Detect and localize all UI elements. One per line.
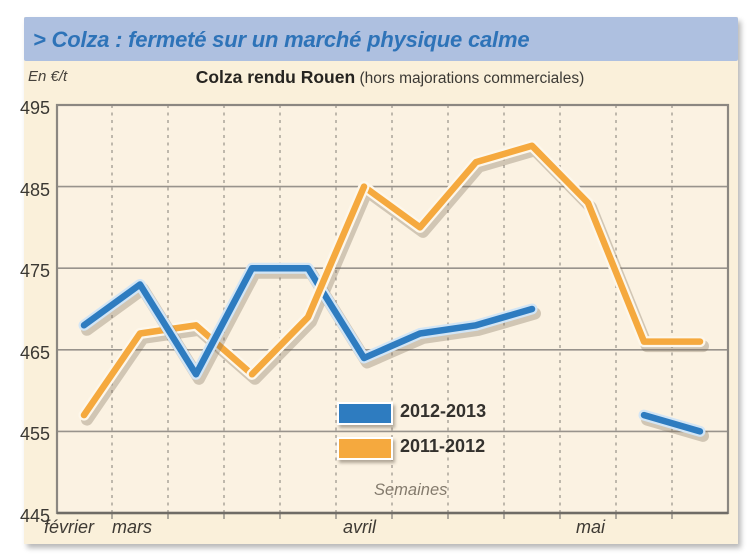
x-axis-month-label: mai: [576, 517, 606, 537]
article-header-bar: [24, 17, 738, 61]
x-axis-title: Semaines: [374, 481, 448, 499]
x-axis-month-label: mars: [112, 517, 152, 537]
y-axis-tick-label: 455: [19, 424, 50, 445]
article-title: > Colza : fermeté sur un marché physique…: [33, 27, 530, 52]
series-2011-2012-line: [80, 142, 704, 419]
series-2012-2013-line: [80, 264, 536, 378]
x-axis-month-label: avril: [343, 517, 377, 537]
y-axis-tick-label: 485: [19, 179, 50, 200]
chart-title-note: (hors majorations commerciales): [355, 70, 585, 87]
y-axis-tick-label: 475: [19, 261, 50, 282]
y-axis-tick-label: 495: [19, 98, 50, 118]
y-axis-tick-label: 465: [19, 342, 50, 363]
x-axis-month-label: février: [44, 517, 95, 537]
legend-swatch-2012-2013: [337, 402, 393, 425]
legend-swatch-2011-2012: [337, 437, 393, 460]
legend-label-2011-2012: 2011-2012: [400, 436, 486, 456]
legend-label-2012-2013: 2012-2013: [400, 401, 487, 421]
series-2012-2013-line: [640, 411, 704, 435]
series-2011-2012-line-overlay: [248, 183, 368, 378]
y-axis-unit-label: En €/t: [28, 68, 68, 85]
y-axis-tick-label: 445: [19, 506, 50, 526]
chart-title-main: Colza rendu Rouen: [195, 67, 356, 87]
chart-title: Colza rendu Rouen (hors majorations comm…: [100, 67, 680, 88]
